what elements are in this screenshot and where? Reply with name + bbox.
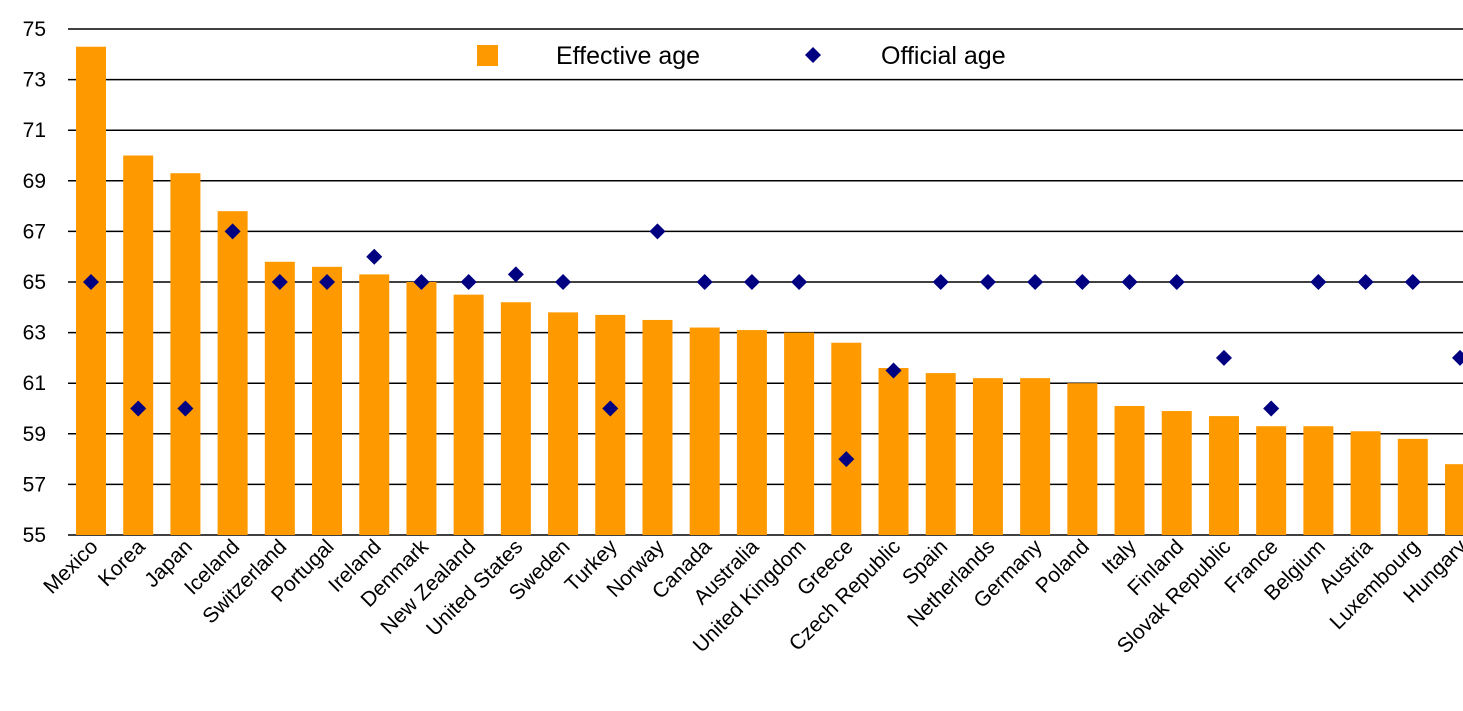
marker bbox=[224, 223, 241, 240]
marker bbox=[1121, 274, 1138, 290]
bar bbox=[123, 155, 154, 535]
marker bbox=[83, 274, 99, 290]
y-tick-label: 61 bbox=[23, 372, 46, 395]
marker bbox=[130, 400, 147, 417]
marker bbox=[1215, 349, 1232, 366]
bar bbox=[406, 282, 437, 535]
marker bbox=[1074, 274, 1091, 290]
marker bbox=[1263, 400, 1280, 417]
marker bbox=[319, 274, 336, 290]
bar bbox=[1397, 438, 1428, 535]
bar bbox=[1208, 416, 1239, 535]
bar bbox=[312, 266, 343, 535]
marker bbox=[1027, 274, 1044, 290]
bar bbox=[878, 368, 909, 535]
y-tick-label: 73 bbox=[23, 69, 46, 92]
legend-label-official-age: Official age bbox=[881, 42, 1006, 70]
y-tick-label: 67 bbox=[23, 220, 46, 243]
bar bbox=[972, 378, 1003, 535]
bar bbox=[1445, 464, 1463, 535]
marker bbox=[743, 274, 760, 290]
marker bbox=[979, 274, 996, 290]
bars-effective-age bbox=[76, 46, 1463, 536]
x-category-label: Korea bbox=[94, 535, 150, 591]
legend-swatch-official-age bbox=[805, 47, 821, 63]
legend-swatch-effective-age bbox=[477, 45, 498, 66]
bar bbox=[264, 261, 295, 535]
marker bbox=[838, 451, 855, 468]
bar bbox=[689, 327, 720, 535]
marker bbox=[649, 223, 666, 240]
marker bbox=[1310, 274, 1327, 290]
bar bbox=[359, 274, 390, 535]
y-tick-label: 59 bbox=[23, 423, 46, 446]
marker bbox=[885, 362, 902, 379]
y-tick-label: 71 bbox=[23, 119, 46, 142]
bar bbox=[1067, 383, 1098, 535]
marker bbox=[791, 274, 808, 290]
bar bbox=[1303, 426, 1334, 535]
bar bbox=[784, 332, 815, 535]
marker bbox=[555, 274, 572, 290]
bar bbox=[1114, 405, 1145, 535]
y-axis-tick-labels: 55 57 59 61 63 65 67 69 71 73 75 bbox=[23, 18, 46, 547]
marker bbox=[696, 274, 713, 290]
marker bbox=[413, 274, 430, 290]
marker bbox=[602, 400, 619, 417]
marker bbox=[932, 274, 949, 290]
bar bbox=[595, 314, 626, 535]
bar bbox=[1350, 431, 1381, 535]
marker bbox=[1357, 274, 1374, 290]
legend-label-effective-age: Effective age bbox=[556, 42, 700, 70]
marker bbox=[366, 248, 383, 265]
bar bbox=[736, 330, 767, 535]
marker bbox=[1404, 274, 1421, 290]
y-tick-label: 55 bbox=[23, 524, 46, 547]
y-tick-label: 57 bbox=[23, 473, 46, 496]
bar bbox=[453, 294, 484, 535]
x-axis-category-labels: MexicoKoreaJapanIcelandSwitzerlandPortug… bbox=[39, 535, 1463, 658]
bar bbox=[170, 173, 201, 535]
marker bbox=[177, 400, 194, 417]
markers-official-age bbox=[83, 223, 1463, 468]
bar bbox=[925, 373, 956, 535]
x-category-label: Poland bbox=[1031, 535, 1094, 598]
marker bbox=[1168, 274, 1185, 290]
marker bbox=[507, 266, 524, 283]
marker bbox=[1452, 349, 1463, 366]
x-category-label: Mexico bbox=[39, 535, 102, 598]
bar bbox=[1020, 378, 1051, 535]
bar bbox=[217, 211, 248, 535]
legend: Effective age Official age bbox=[477, 42, 1006, 70]
bar bbox=[548, 312, 579, 535]
y-tick-label: 65 bbox=[23, 271, 46, 294]
bar bbox=[500, 302, 531, 535]
bar bbox=[76, 46, 106, 536]
bar bbox=[1161, 411, 1192, 535]
y-tick-label: 75 bbox=[23, 18, 46, 41]
bar bbox=[1256, 426, 1287, 535]
marker bbox=[271, 274, 288, 290]
bar bbox=[831, 342, 862, 535]
bar bbox=[642, 319, 673, 535]
y-tick-label: 63 bbox=[23, 322, 46, 345]
y-tick-label: 69 bbox=[23, 170, 46, 193]
marker bbox=[460, 274, 477, 290]
